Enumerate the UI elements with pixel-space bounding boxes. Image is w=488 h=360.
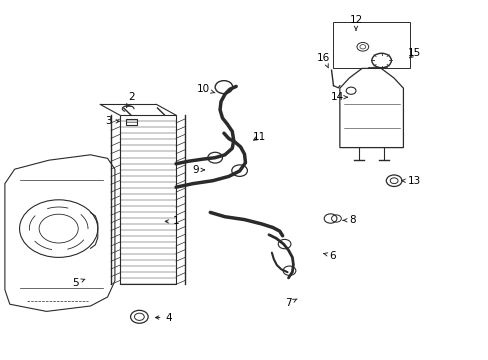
Text: 15: 15 bbox=[407, 48, 421, 58]
Text: 3: 3 bbox=[105, 116, 119, 126]
Text: 5: 5 bbox=[72, 278, 84, 288]
Text: 1: 1 bbox=[165, 216, 179, 226]
Text: 2: 2 bbox=[126, 92, 135, 108]
Bar bbox=[126, 119, 137, 125]
Text: 8: 8 bbox=[343, 215, 355, 225]
Text: 12: 12 bbox=[348, 15, 362, 30]
Text: 7: 7 bbox=[285, 298, 297, 308]
Bar bbox=[120, 115, 176, 284]
Text: 14: 14 bbox=[330, 92, 346, 102]
Text: 6: 6 bbox=[323, 251, 335, 261]
Text: 11: 11 bbox=[252, 132, 265, 142]
Text: 4: 4 bbox=[155, 312, 172, 323]
Text: 9: 9 bbox=[192, 165, 204, 175]
Text: 13: 13 bbox=[401, 176, 421, 186]
Text: 16: 16 bbox=[316, 53, 330, 68]
Bar bbox=[332, 22, 409, 68]
Text: 10: 10 bbox=[196, 84, 215, 94]
